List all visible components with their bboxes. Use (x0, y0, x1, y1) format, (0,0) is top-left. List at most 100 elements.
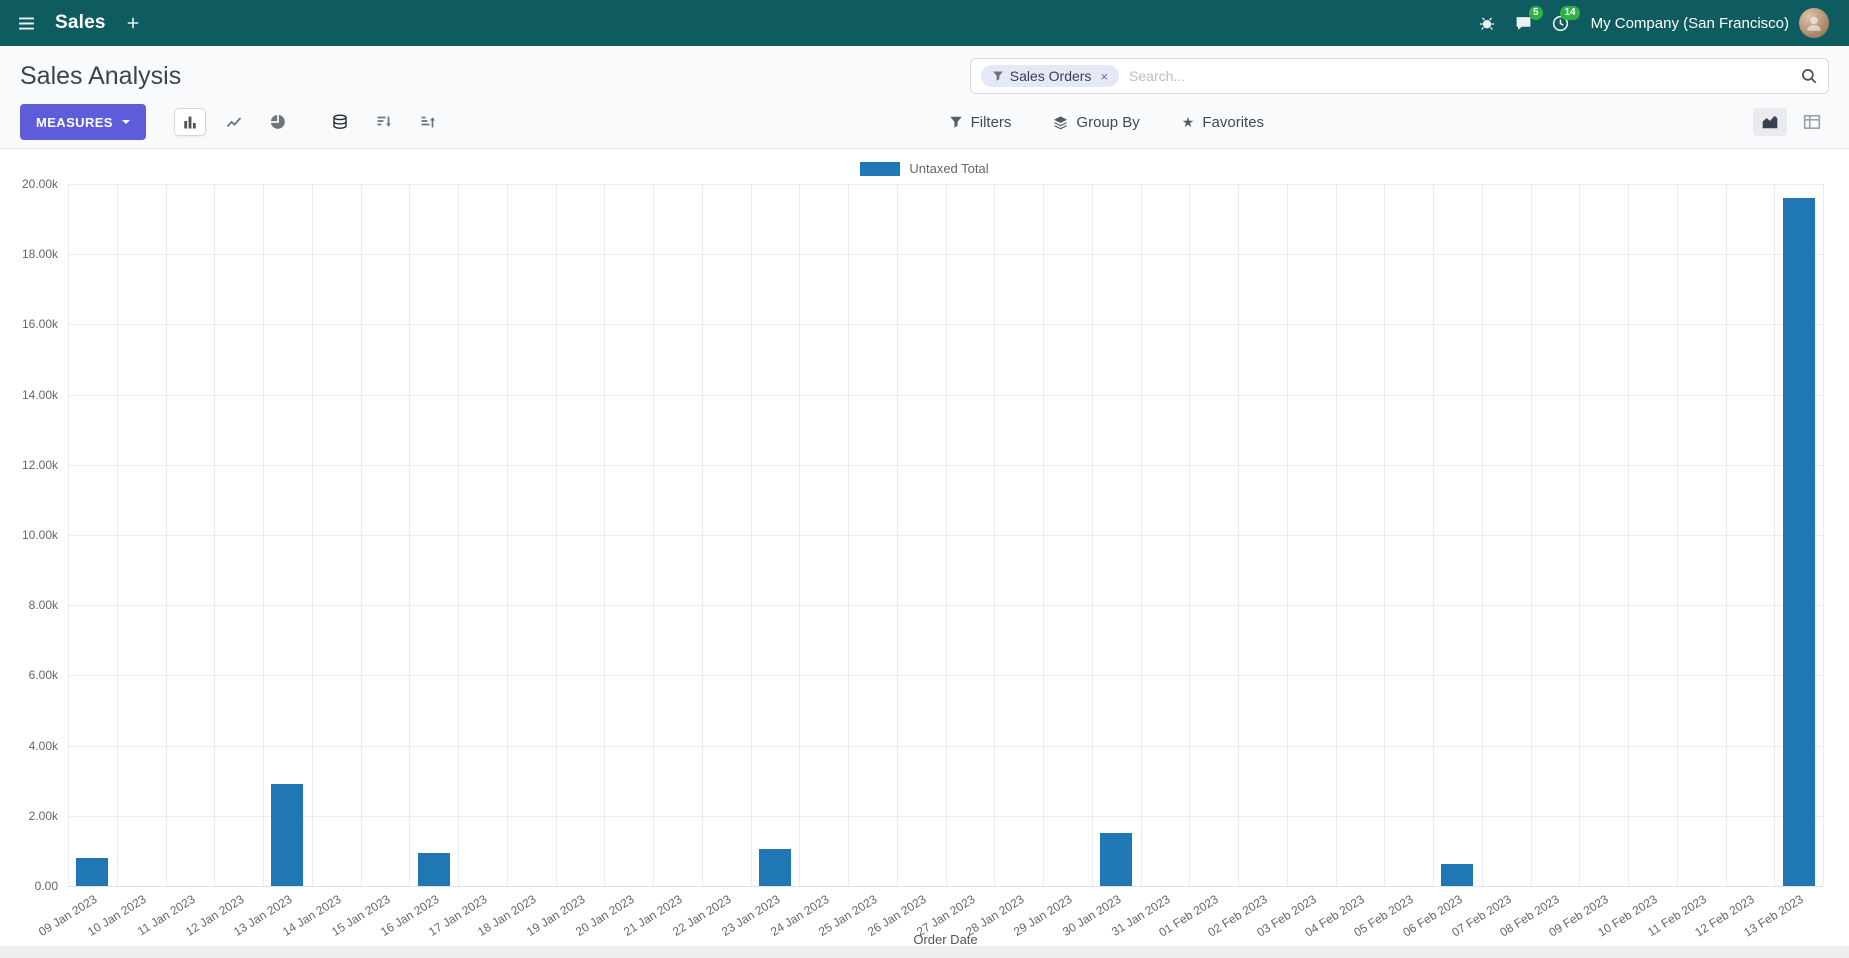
search-facet[interactable]: Sales Orders × (980, 65, 1120, 87)
pie-chart-icon (270, 114, 285, 129)
chart-bar[interactable] (1782, 198, 1815, 886)
search-placeholder[interactable]: Search... (1129, 68, 1186, 84)
gridline-vertical (1823, 184, 1824, 886)
measures-label: MEASURES (36, 114, 113, 130)
remove-facet-icon[interactable]: × (1100, 68, 1109, 84)
facet-label: Sales Orders (1009, 68, 1092, 84)
chart-bar[interactable] (1100, 833, 1133, 886)
gridline-horizontal (68, 605, 1823, 607)
gridline-horizontal (68, 324, 1823, 326)
avatar (1799, 8, 1829, 38)
activities-badge: 14 (1560, 5, 1580, 20)
y-axis-tick-label: 8.00k (28, 598, 58, 613)
chat-icon (1516, 16, 1530, 30)
hamburger-icon (19, 16, 34, 30)
gridline-horizontal (68, 886, 1823, 887)
graph-view-icon (1762, 115, 1778, 129)
chart-bar[interactable] (758, 849, 791, 886)
sort-descending-icon (377, 116, 391, 127)
new-window-button[interactable] (122, 12, 144, 34)
chart-legend[interactable]: Untaxed Total (0, 149, 1849, 178)
layers-icon (1054, 115, 1068, 129)
messages-badge: 5 (1529, 5, 1543, 20)
chart-bar[interactable] (417, 852, 450, 886)
pivot-view-icon (1803, 115, 1821, 129)
clock-icon (1552, 15, 1568, 31)
y-axis-tick-label: 18.00k (21, 247, 58, 262)
app-name[interactable]: Sales (55, 12, 106, 33)
y-axis-tick-label: 10.00k (21, 528, 58, 542)
apps-menu-button[interactable] (14, 11, 39, 36)
horizontal-scrollbar[interactable] (0, 946, 1849, 958)
filter-funnel-icon (992, 71, 1003, 81)
gridline-horizontal (68, 254, 1823, 256)
search-options-group: Filters Group By ★ Favorites (943, 113, 1270, 132)
sort-ascending-icon (421, 116, 435, 128)
breadcrumb-row: Sales Analysis Sales Orders × Search... (20, 58, 1829, 94)
legend-label: Untaxed Total (909, 161, 989, 176)
sort-ascending-button[interactable] (412, 108, 444, 136)
group-by-button[interactable]: Group By (1047, 113, 1145, 132)
chart-bar[interactable] (271, 784, 304, 886)
y-axis-tick-label: 20.00k (21, 177, 58, 191)
gridline-horizontal (68, 815, 1823, 817)
bar-chart-icon (184, 116, 196, 129)
control-panel: Sales Analysis Sales Orders × Search... … (0, 46, 1849, 149)
gridline-horizontal (68, 745, 1823, 747)
sort-descending-button[interactable] (368, 108, 400, 136)
favorites-button[interactable]: ★ Favorites (1176, 113, 1270, 132)
filters-button[interactable]: Filters (943, 113, 1018, 132)
bar-chart-plot[interactable]: 0.00 2.00k 4.00k 6.00k 8.00k 10.00k 12.00k 14.0… (0, 177, 1849, 947)
gridline-horizontal (68, 394, 1823, 396)
line-chart-button[interactable] (218, 108, 250, 136)
favorites-label: Favorites (1202, 113, 1265, 131)
chart-type-group (173, 108, 294, 136)
stacked-icon (333, 114, 347, 129)
view-toolbar: MEASURES (20, 104, 1829, 148)
y-axis-tick-label: 4.00k (28, 738, 58, 753)
pie-chart-button[interactable] (262, 108, 294, 136)
pivot-view-button[interactable] (1795, 108, 1829, 136)
user-menu[interactable]: My Company (San Francisco) (1585, 7, 1835, 39)
y-axis-tick-label: 12.00k (21, 457, 58, 472)
search-bar[interactable]: Sales Orders × Search... (969, 58, 1829, 94)
legend-swatch (860, 161, 901, 176)
filter-funnel-icon (949, 116, 962, 128)
debug-button[interactable] (1475, 11, 1499, 35)
gridline-horizontal (68, 675, 1823, 677)
y-axis-tick-label: 2.00k (28, 808, 58, 823)
navbar-systray: 5 14 My Company (San Francisco) (1475, 5, 1835, 39)
bar-chart-button[interactable] (173, 108, 206, 136)
chart-bar[interactable] (76, 857, 109, 886)
gridline-horizontal (68, 464, 1823, 466)
chart-options-group (324, 108, 444, 136)
graph-view-button[interactable] (1753, 108, 1787, 136)
plus-icon (127, 17, 138, 29)
page-title: Sales Analysis (20, 61, 182, 90)
stacked-toggle-button[interactable] (324, 108, 356, 136)
star-icon: ★ (1181, 114, 1195, 130)
measures-button[interactable]: MEASURES (20, 104, 146, 140)
line-chart-icon (226, 117, 242, 128)
gridline-horizontal (68, 535, 1823, 536)
y-axis-tick-label: 6.00k (28, 668, 58, 683)
y-axis-tick-label: 0.00 (34, 879, 58, 893)
chevron-down-icon (121, 120, 130, 128)
gridline-horizontal (68, 184, 1823, 185)
top-navbar: Sales 5 14 My Company (San Francisco) (0, 0, 1849, 46)
y-axis-tick-label: 16.00k (21, 317, 58, 332)
activities-button[interactable]: 14 (1548, 5, 1580, 36)
search-icon[interactable] (1800, 67, 1818, 85)
person-icon (1807, 16, 1821, 31)
messages-button[interactable]: 5 (1511, 5, 1543, 36)
chart-area: Untaxed Total 0.00 2.00k 4.00k 6.00k 8.00k 10… (0, 149, 1849, 947)
bug-icon (1479, 17, 1494, 30)
y-axis-tick-label: 14.00k (21, 387, 58, 402)
x-axis-title: Order Date (913, 932, 978, 947)
company-name: My Company (San Francisco) (1590, 14, 1789, 32)
filters-label: Filters (970, 113, 1012, 131)
group-by-label: Group By (1076, 113, 1140, 131)
navbar-left: Sales (14, 11, 144, 36)
chart-bar[interactable] (1441, 864, 1474, 886)
view-switcher (1753, 108, 1829, 136)
